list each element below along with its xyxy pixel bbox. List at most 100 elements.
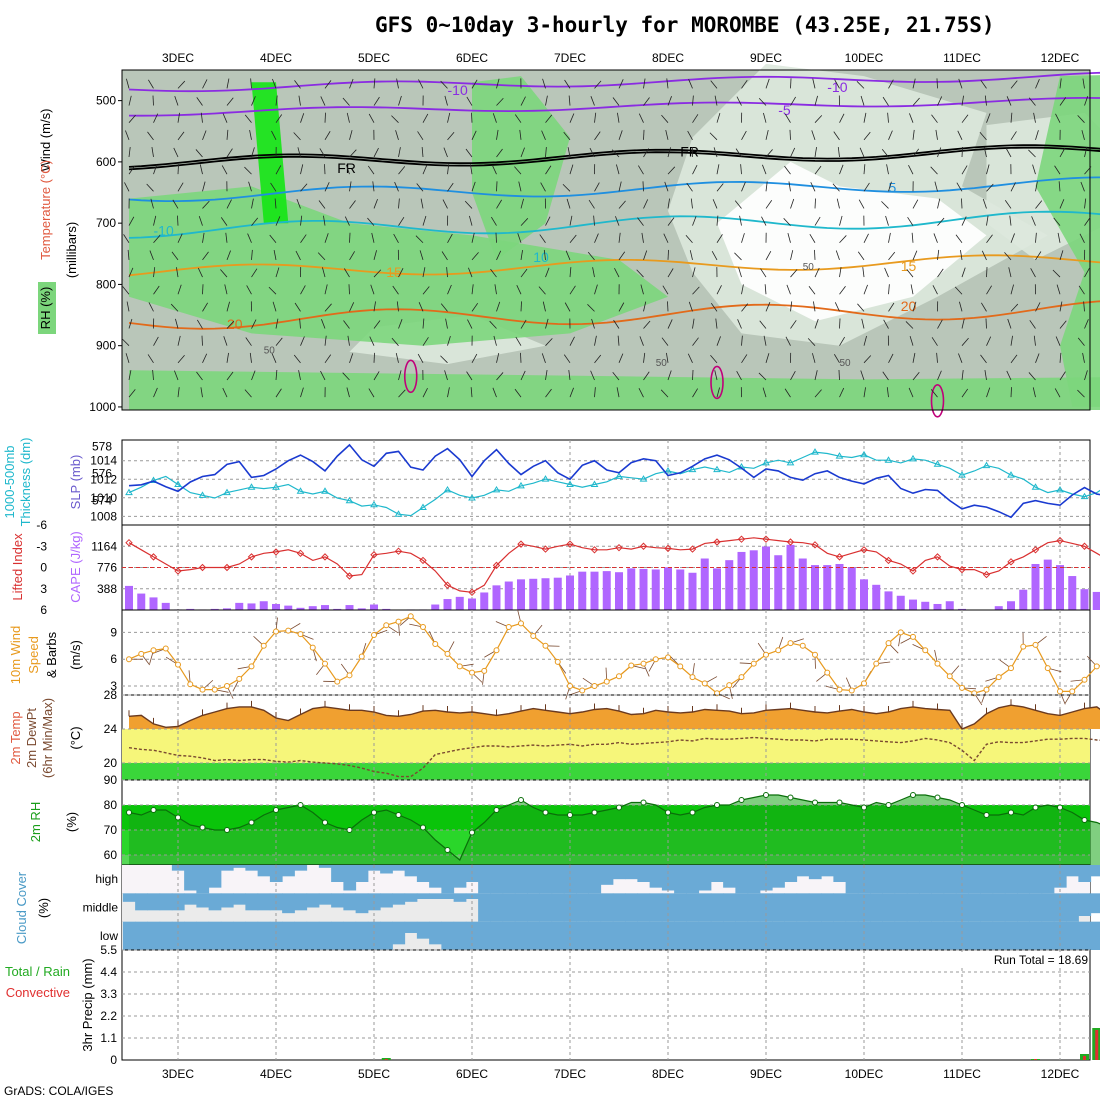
cloud-low-bar (943, 921, 957, 950)
wind-barb (1083, 301, 1085, 312)
wind-barb (373, 250, 377, 261)
wind-barb (1057, 232, 1061, 243)
cape-bar (688, 572, 697, 610)
wind-barb (275, 114, 283, 123)
contour-label: 20 (901, 298, 917, 314)
wind-barb (275, 318, 279, 329)
wind-barb (569, 234, 577, 244)
dewpoint-line (128, 736, 1100, 778)
wind-speed-point (959, 684, 965, 691)
cloud-middle-bar (980, 893, 994, 922)
wind-barb (398, 370, 402, 381)
wind-barb (417, 131, 424, 141)
wind-barb (982, 198, 987, 209)
wind-barb (881, 201, 889, 209)
wind-barb (912, 301, 917, 312)
rh-point (934, 794, 941, 801)
wind-barb (566, 198, 571, 209)
wind-barb (643, 199, 649, 209)
cape-bar (713, 568, 721, 610)
cape-bar (125, 585, 133, 610)
wind-barb (569, 164, 574, 175)
cape-bar (651, 569, 660, 610)
wind-barb (349, 130, 353, 140)
cloud-high-bar (698, 865, 712, 891)
wind-barb (961, 146, 963, 158)
precip-convective-bar (1083, 1056, 1086, 1060)
wind-barb (324, 335, 327, 346)
li-point (370, 551, 378, 559)
cloud-high-bar (906, 865, 920, 894)
wind-barb (300, 234, 307, 243)
cape-bar (223, 608, 231, 610)
cloud-middle-bar (429, 893, 442, 899)
wind-barb (986, 234, 993, 243)
wind-barb (202, 251, 209, 261)
wind-barb (956, 182, 963, 192)
rh-legend-swatch (38, 282, 56, 334)
wind-barb (568, 95, 571, 106)
wind-barb (1035, 232, 1037, 243)
wind-barb (814, 115, 823, 123)
wind-barb (369, 336, 375, 346)
contour-label: 50 (803, 262, 815, 273)
thickness-tick-label: 576 (92, 467, 112, 481)
wind-barb (790, 301, 793, 312)
cape-bar (700, 558, 709, 610)
precip-panel: 0 1.1 2.2 3.3 4.4 5.5 Run Total = 18.69 Total /… (5, 943, 1100, 1067)
wind-barb (986, 215, 989, 226)
rh-shade-region (717, 161, 987, 322)
cloud-middle-bar (870, 893, 883, 922)
wind-barb (275, 216, 281, 226)
li-tick-label: 0 (40, 561, 47, 575)
wind-barb (343, 320, 350, 329)
pressure-tick-label: 800 (96, 277, 116, 291)
wind-barb (520, 218, 529, 226)
wind-barb (177, 335, 181, 346)
wind-barb (787, 232, 791, 243)
wind-barb (1079, 233, 1085, 243)
cloud-low-bar (453, 921, 467, 950)
wind-barb (222, 387, 228, 398)
cloud-middle-bar (710, 893, 724, 922)
wind-barb (563, 131, 571, 141)
wind-speed-point (260, 642, 267, 649)
wind-barb (1010, 233, 1015, 243)
cloud-high-bar (747, 865, 761, 894)
wind-barb (466, 371, 473, 381)
wind-barb (398, 267, 404, 278)
wind-barb (153, 215, 157, 226)
cloud-middle-bar (747, 893, 761, 922)
rh-shade-region (129, 186, 668, 346)
rh-point (885, 802, 892, 808)
contour-label: 15 (386, 264, 402, 280)
li-point (835, 553, 844, 561)
cape-bar (860, 579, 868, 610)
wind-barb (177, 387, 180, 398)
wind-barb (368, 113, 375, 123)
wind-barb (814, 147, 817, 158)
wind-barb (1082, 352, 1085, 363)
cape-bar (664, 567, 672, 610)
wind-barb (471, 112, 473, 123)
wind-barb (839, 318, 841, 329)
wind-barb (735, 148, 742, 158)
wind-barb (569, 215, 573, 226)
wind-barb (910, 284, 914, 295)
wind-barb (638, 113, 644, 123)
cape-axis-label: CAPE (J/kg) (68, 531, 83, 603)
cloud-low-bar (441, 921, 455, 950)
li-tick-label: -6 (36, 518, 47, 532)
wind-barb (545, 114, 553, 123)
wind-barb (347, 335, 350, 346)
cloud-low-bar (343, 921, 357, 950)
wind-barb (736, 371, 742, 381)
wind-speed-point (224, 683, 230, 690)
wind-barb (447, 284, 452, 295)
wind-barb (202, 79, 208, 89)
wind-barb (887, 112, 889, 123)
wind-barb (863, 355, 872, 364)
wind-barb (760, 268, 767, 278)
cloud-low-bar (759, 921, 773, 950)
wind-speed-point (150, 647, 157, 654)
